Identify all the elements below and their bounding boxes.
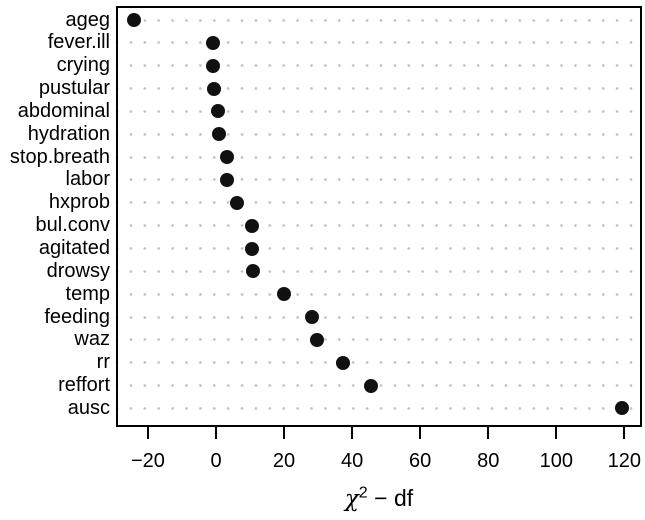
data-point-dot [212,127,227,142]
data-point-dot [219,172,234,187]
chi-symbol: χ [344,486,359,512]
grid-dotted-line [118,18,640,22]
x-axis-tick-label: 100 [539,450,573,472]
grid-dotted-line [118,247,640,250]
y-axis-label: hxprob [48,191,110,214]
grid-dotted-line [118,87,640,91]
grid-dotted-line [118,109,640,113]
data-point-dot [244,241,259,256]
y-axis-label: reffort [58,374,110,397]
y-axis-label: ausc [67,396,110,419]
x-axis-tick [487,427,490,439]
y-axis-label: rr [96,351,110,374]
grid-dotted-line [118,269,640,273]
data-point-dot [210,104,225,119]
grid-dotted-line [118,132,640,136]
grid-dotted-line [118,338,640,342]
data-point-dot [206,81,221,96]
y-axis-label: pustular [38,77,110,100]
plot-area [116,6,642,427]
data-point-dot [244,218,259,233]
y-axis-label: temp [65,282,110,305]
y-axis-label: feeding [44,305,110,328]
grid-dotted-line [118,292,640,296]
data-point-dot [309,332,324,347]
y-axis-label: hydration [27,122,110,145]
x-axis-tick-label: −20 [130,450,165,472]
x-axis-tick-label: 120 [607,450,642,472]
y-axis-label: bul.conv [35,214,111,237]
data-point-dot [127,13,142,27]
y-axis-label: labor [65,168,110,191]
x-axis-tick-label: 60 [409,450,432,472]
y-axis-label: fever.ill [47,31,110,54]
grid-dotted-line [118,41,640,45]
data-point-dot [304,310,319,325]
x-axis-tick [419,427,422,439]
data-point-dot [363,378,378,393]
data-point-dot [245,264,260,279]
grid-dotted-line [118,178,640,182]
grid-dotted-line [118,406,640,410]
data-point-dot [336,355,351,370]
grid-dotted-line [118,64,640,68]
chi-superscript-2: 2 [358,483,368,502]
x-axis-tick [215,427,217,439]
y-axis-labels: ageg fever.ill crying pustular abdominal hydr… [0,8,110,425]
y-axis-label: ageg [65,8,111,31]
x-axis-tick [351,427,354,439]
x-axis-tick-labels: −20 0 20 40 60 80 100 120 [118,449,642,473]
data-point-dot [206,35,221,50]
y-axis-label: agitated [38,237,110,259]
x-axis-title-rest: − df [367,485,414,511]
data-point-dot [615,401,630,416]
data-point-dot [229,195,244,210]
x-axis-title: χ2 − df [116,483,642,515]
x-axis-tick-label: 80 [477,450,500,472]
grid-dotted-line [118,361,640,365]
x-axis-tick-label: 40 [340,450,364,472]
x-axis-ticks [118,427,640,439]
grid-dotted-line [118,384,640,388]
y-axis-label: abdominal [17,99,110,122]
x-axis-tick-label: 20 [272,450,296,472]
y-axis-label: stop.breath [9,145,110,168]
x-axis-tick [555,427,558,439]
data-point-dot [205,58,220,73]
y-axis-label: waz [74,328,110,351]
data-point-dot [219,150,234,165]
data-point-dot [277,287,292,302]
y-axis-label: crying [56,54,110,77]
x-axis-tick [623,427,626,439]
y-axis-label: drowsy [46,259,110,282]
x-axis-tick-label: 0 [210,450,222,472]
grid-dotted-line [118,224,640,228]
grid-dotted-line [118,201,640,205]
x-axis-tick [283,427,286,439]
grid-dotted-line [118,155,640,159]
x-axis-tick [146,427,149,439]
grid-dotted-line [118,315,640,319]
